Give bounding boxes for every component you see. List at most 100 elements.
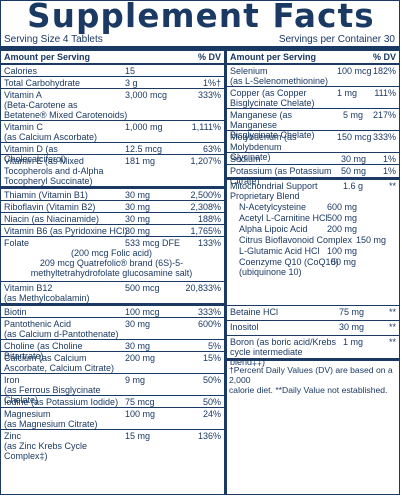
nutrient-amount: 500 mcg xyxy=(125,283,160,293)
nutrient-dv: 1% xyxy=(382,166,396,176)
nutrient-name: Biotin xyxy=(4,307,27,317)
nutrient-name: Molybdenum (as Molybdenum Glycinate) xyxy=(230,132,297,162)
nutrient-name: Zinc (as Zinc Krebs Cycle Complex‡) xyxy=(4,431,88,461)
nutrient-dv: 1,207% xyxy=(190,156,221,166)
nutrient-dv: 1,765% xyxy=(190,226,221,236)
nutrient-row-betaine-hcl: Betaine HCl 75 mg ** xyxy=(227,306,399,321)
nutrient-row-vitamin-c: Vitamin C (as Calcium Ascorbate) 1,000 m… xyxy=(1,121,224,143)
nutrient-amount: 75 mcg xyxy=(125,397,155,407)
panel-title: Supplement Facts xyxy=(27,0,375,35)
nutrient-amount: 30 mg xyxy=(125,319,151,329)
nutrient-amount: 75 mg xyxy=(339,307,365,317)
nutrient-dv: 63% xyxy=(202,144,221,154)
nutrient-dv: 5% xyxy=(207,341,221,351)
nutrient-name: Riboflavin (Vitamin B2) xyxy=(4,202,96,212)
blend-item-name: Acetyl L-Carnitine HCl xyxy=(239,213,328,223)
nutrient-amount: 30 mg xyxy=(125,202,151,212)
right-column: Amount per Serving % DV Selenium (as L-S… xyxy=(227,51,399,395)
blend-item-amount: 200 mg xyxy=(327,224,358,234)
nutrient-name: Vitamin B6 (as Pyridoxine HCl) xyxy=(4,226,128,236)
nutrient-amount: 1.6 g xyxy=(343,181,364,191)
nutrient-name: Choline (as Choline Bitartrate) xyxy=(4,341,83,361)
nutrient-dv: 1%† xyxy=(202,78,221,88)
nutrient-row-niacin: Niacin (as Niacinamide) 30 mg 188% xyxy=(1,213,224,225)
nutrient-name: Copper (as Copper Bisglycinate Chelate) xyxy=(230,88,315,108)
nutrient-row-inositol: Inositol 30 mg ** xyxy=(227,321,399,336)
nutrient-dv: 182% xyxy=(372,66,396,76)
nutrient-dv: 600% xyxy=(197,319,221,329)
nutrient-row-thiamin: Thiamin (Vitamin B1) 30 mg 2,500% xyxy=(1,189,224,201)
nutrient-row-zinc: Zinc (as Zinc Krebs Cycle Complex‡) 15 m… xyxy=(1,430,224,461)
nutrient-amount: 50 mg xyxy=(341,166,367,176)
blend-item-amount: 50 mg xyxy=(331,257,357,267)
nutrient-amount: 1 mg xyxy=(337,88,358,98)
nutrient-dv: ** xyxy=(388,307,396,317)
nutrient-amount: 15 xyxy=(125,66,136,76)
nutrient-name: Iron (as Ferrous Bisglycinate Chelate) xyxy=(4,375,101,405)
nutrient-amount: 181 mg xyxy=(125,156,156,166)
nutrient-amount: 30 mg xyxy=(125,226,151,236)
nutrient-dv: 15% xyxy=(202,353,221,363)
nutrient-amount: 200 mg xyxy=(125,353,156,363)
nutrient-row-calories: Calories 15 xyxy=(1,65,224,77)
nutrient-dv: 20,833% xyxy=(185,283,221,293)
nutrient-amount: 30 mg xyxy=(339,322,365,332)
nutrient-amount: 9 mg xyxy=(125,375,146,385)
nutrient-row-iodine: Iodine (as Potassium Iodide) 75 mcg 50% xyxy=(1,396,224,408)
nutrient-name: Calcium (as Calcium Ascorbate, Calcium C… xyxy=(4,353,115,373)
nutrient-dv: 188% xyxy=(197,214,221,224)
nutrient-dv: 2,500% xyxy=(190,190,221,200)
blend-item-name: Coenzyme Q10 (CoQ10) (ubiquinone 10) xyxy=(239,257,339,277)
nutrient-name: Total Carbohydrate xyxy=(4,78,81,88)
nutrient-row-vitamin-d: Vitamin D (as Cholecalciferol) 12.5 mcg … xyxy=(1,143,224,164)
nutrient-row-calcium: Calcium (as Calcium Ascorbate, Calcium C… xyxy=(1,352,224,374)
nutrient-amount: 100 mcg xyxy=(337,66,372,76)
dv-heading: % DV xyxy=(197,52,221,62)
nutrient-dv: 136% xyxy=(197,431,221,441)
nutrient-name: Mitochondrial Support Proprietary Blend xyxy=(230,181,318,201)
nutrient-amount: 1 mg xyxy=(343,337,364,347)
nutrient-dv: 1,111% xyxy=(191,122,221,132)
amount-per-serving-heading: Amount per Serving xyxy=(230,52,317,62)
nutrient-amount: 533 mcg DFE xyxy=(125,238,181,248)
nutrient-amount: 30 mg xyxy=(125,341,151,351)
nutrient-name: Calories xyxy=(4,66,38,76)
nutrient-amount: 100 mg xyxy=(125,409,156,419)
nutrient-row-riboflavin: Riboflavin (Vitamin B2) 30 mg 2,308% xyxy=(1,201,224,213)
nutrient-name: Boron (as boric acid/Krebs cycle interme… xyxy=(230,337,337,367)
nutrient-dv: 133% xyxy=(197,238,221,248)
blend-item-amount: 500 mg xyxy=(327,213,358,223)
nutrient-dv: 2,308% xyxy=(190,202,221,212)
nutrient-amount: 30 mg xyxy=(341,154,367,164)
nutrient-name: Thiamin (Vitamin B1) xyxy=(4,190,88,200)
nutrient-name: Sodium xyxy=(230,154,261,164)
left-column: Amount per Serving % DV Calories 15 Tota… xyxy=(1,51,224,461)
folate-detail: (200 mcg Folic acid) 209 mcg Quatrefolic… xyxy=(30,248,193,278)
nutrient-row-iron: Iron (as Ferrous Bisglycinate Chelate) 9… xyxy=(1,374,224,405)
nutrient-row-choline: Choline (as Choline Bitartrate) 30 mg 5% xyxy=(1,340,224,361)
nutrient-amount: 12.5 mcg xyxy=(125,144,163,154)
nutrient-name: Inositol xyxy=(230,322,259,332)
nutrient-name: Vitamin E (as Mixed Tocopherols and d-Al… xyxy=(4,156,104,186)
nutrient-dv: ** xyxy=(388,337,396,347)
nutrient-dv: 333% xyxy=(197,307,221,317)
nutrient-dv: 217% xyxy=(372,110,396,120)
nutrient-row-boron: Boron (as boric acid/Krebs cycle interme… xyxy=(227,336,399,367)
nutrient-dv: 1% xyxy=(382,154,396,164)
nutrient-row-magnesium: Magnesium (as Magnesium Citrate) 100 mg … xyxy=(1,408,224,430)
nutrient-name: Manganese (as Manganese Bisglycinate Che… xyxy=(230,110,315,140)
nutrient-row-biotin: Biotin 100 mcg 333% xyxy=(1,306,224,318)
nutrient-name: Vitamin A (Beta-Carotene as Betatene® Mi… xyxy=(4,90,128,120)
nutrient-name: Potassium (as Potassium Citrate) xyxy=(230,166,332,186)
blend-item-name: L-Glutamic Acid HCl xyxy=(239,246,320,256)
nutrient-dv: 333% xyxy=(197,90,221,100)
nutrient-row-mitochondrial-blend: Mitochondrial Support Proprietary Blend … xyxy=(227,180,399,306)
blend-item-amount: 150 mg xyxy=(356,235,387,245)
nutrient-name: Vitamin C (as Calcium Ascorbate) xyxy=(4,122,98,142)
nutrient-amount: 150 mcg xyxy=(337,132,372,142)
nutrient-row-vitamin-a: Vitamin A (Beta-Carotene as Betatene® Mi… xyxy=(1,89,224,121)
nutrient-dv: 24% xyxy=(202,409,221,419)
nutrient-name: Pantothenic Acid (as Calcium d-Pantothen… xyxy=(4,319,119,339)
blend-item-amount: 600 mg xyxy=(327,202,358,212)
nutrient-amount: 1,000 mg xyxy=(125,122,163,132)
